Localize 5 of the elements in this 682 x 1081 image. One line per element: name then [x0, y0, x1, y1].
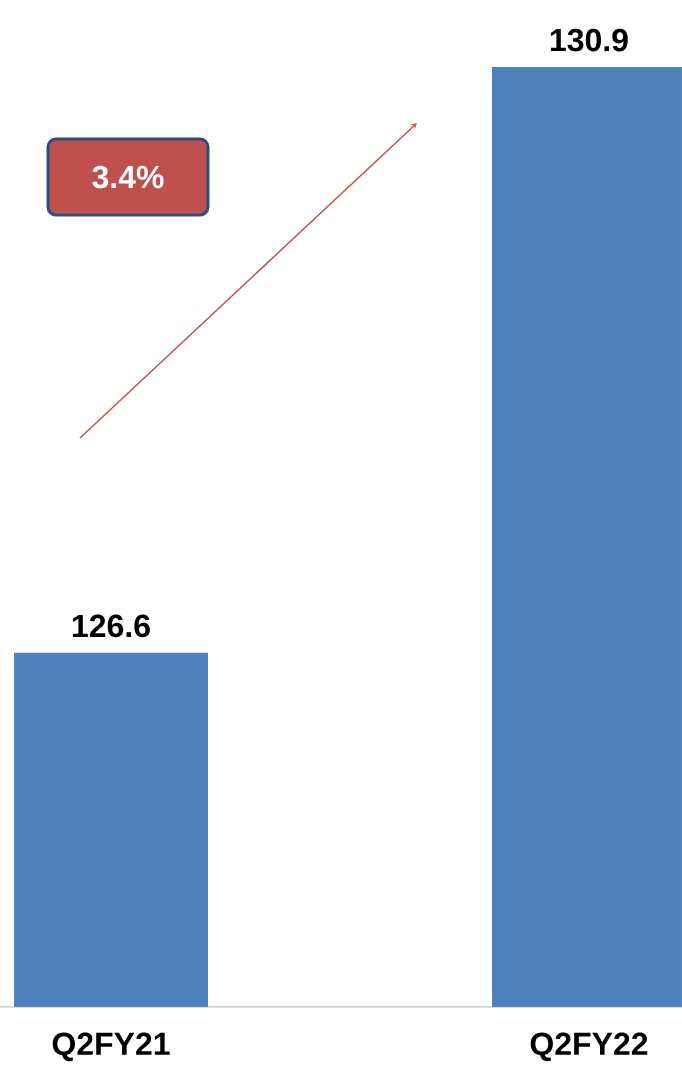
- data-label: 130.9: [550, 28, 628, 52]
- x-tick-label: Q2FY22: [530, 1032, 648, 1062]
- data-label: 126.6: [72, 614, 150, 638]
- annotation: 3.4%: [92, 165, 164, 189]
- x-tick-label: Q2FY21: [52, 1032, 170, 1062]
